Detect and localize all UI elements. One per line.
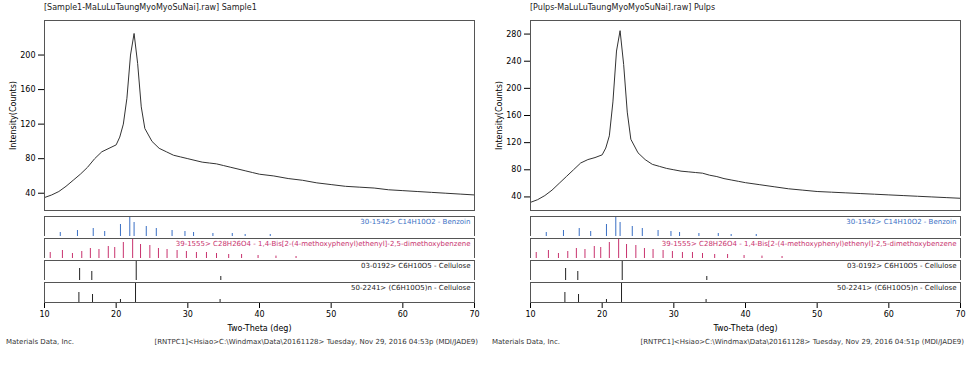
svg-text:160: 160 — [20, 85, 35, 94]
svg-text:03-0192> C6H10O5 - Cellulose: 03-0192> C6H10O5 - Cellulose — [847, 262, 957, 270]
svg-text:Intensity(Counts): Intensity(Counts) — [9, 81, 18, 150]
svg-text:40: 40 — [254, 310, 264, 319]
html-text:[Pulps-MaLuLuTaungMyoMyoSuNai]: [Pulps-MaLuLuTaungMyoMyoSuNai].raw] Pulp… — [530, 3, 716, 12]
svg-text:50-2241> (C6H10O5)n - Cellulos: 50-2241> (C6H10O5)n - Cellulose — [351, 284, 470, 292]
html-text:[RNTPC1]<Hsiao>C:\Windmax\Data: [RNTPC1]<Hsiao>C:\Windmax\Data\20161128>… — [154, 338, 478, 346]
svg-text:280: 280 — [506, 30, 521, 39]
svg-text:160: 160 — [506, 111, 521, 120]
svg-text:39-1555> C28H26O4 - 1,4-Bis[2-: 39-1555> C28H26O4 - 1,4-Bis[2-(4-methoxy… — [176, 240, 471, 248]
svg-text:80: 80 — [25, 154, 35, 163]
svg-text:30: 30 — [183, 310, 193, 319]
svg-text:Two-Theta (deg): Two-Theta (deg) — [712, 324, 777, 333]
svg-text:40: 40 — [25, 189, 35, 198]
svg-text:60: 60 — [398, 310, 408, 319]
svg-text:Intensity(Counts): Intensity(Counts) — [495, 81, 504, 150]
svg-text:50-2241> (C6H10O5)n - Cellulos: 50-2241> (C6H10O5)n - Cellulose — [837, 284, 956, 292]
svg-text:40: 40 — [740, 310, 750, 319]
html-text:Materials Data, Inc.: Materials Data, Inc. — [6, 338, 75, 346]
html-text:[RNTPC1]<Hsiao>C:\Windmax\Data: [RNTPC1]<Hsiao>C:\Windmax\Data\20161128>… — [640, 338, 964, 346]
svg-text:120: 120 — [506, 138, 521, 147]
svg-text:200: 200 — [506, 84, 521, 93]
svg-text:30: 30 — [669, 310, 679, 319]
svg-text:240: 240 — [506, 57, 521, 66]
svg-text:70: 70 — [469, 310, 479, 319]
html-text:Materials Data, Inc.: Materials Data, Inc. — [492, 338, 561, 346]
svg-text:30-1542> C14H10O2 - Benzoin: 30-1542> C14H10O2 - Benzoin — [360, 218, 470, 226]
svg-text:40: 40 — [511, 192, 521, 201]
svg-text:10: 10 — [525, 310, 535, 319]
svg-text:Two-Theta (deg): Two-Theta (deg) — [226, 324, 291, 333]
svg-text:120: 120 — [20, 120, 35, 129]
svg-text:60: 60 — [884, 310, 894, 319]
svg-text:80: 80 — [511, 165, 521, 174]
html-text:[Sample1-MaLuLuTaungMyoMyoSuNa: [Sample1-MaLuLuTaungMyoMyoSuNai].raw] Sa… — [44, 3, 257, 12]
svg-text:30-1542> C14H10O2 - Benzoin: 30-1542> C14H10O2 - Benzoin — [846, 218, 956, 226]
svg-text:03-0192> C6H10O5 - Cellulose: 03-0192> C6H10O5 - Cellulose — [361, 262, 471, 270]
svg-text:39-1555> C28H26O4 - 1,4-Bis[2-: 39-1555> C28H26O4 - 1,4-Bis[2-(4-methoxy… — [662, 240, 957, 248]
svg-text:10: 10 — [39, 310, 49, 319]
svg-text:50: 50 — [326, 310, 336, 319]
svg-text:50: 50 — [812, 310, 822, 319]
svg-text:70: 70 — [955, 310, 965, 319]
svg-text:200: 200 — [20, 51, 35, 60]
svg-text:20: 20 — [597, 310, 607, 319]
svg-text:20: 20 — [111, 310, 121, 319]
